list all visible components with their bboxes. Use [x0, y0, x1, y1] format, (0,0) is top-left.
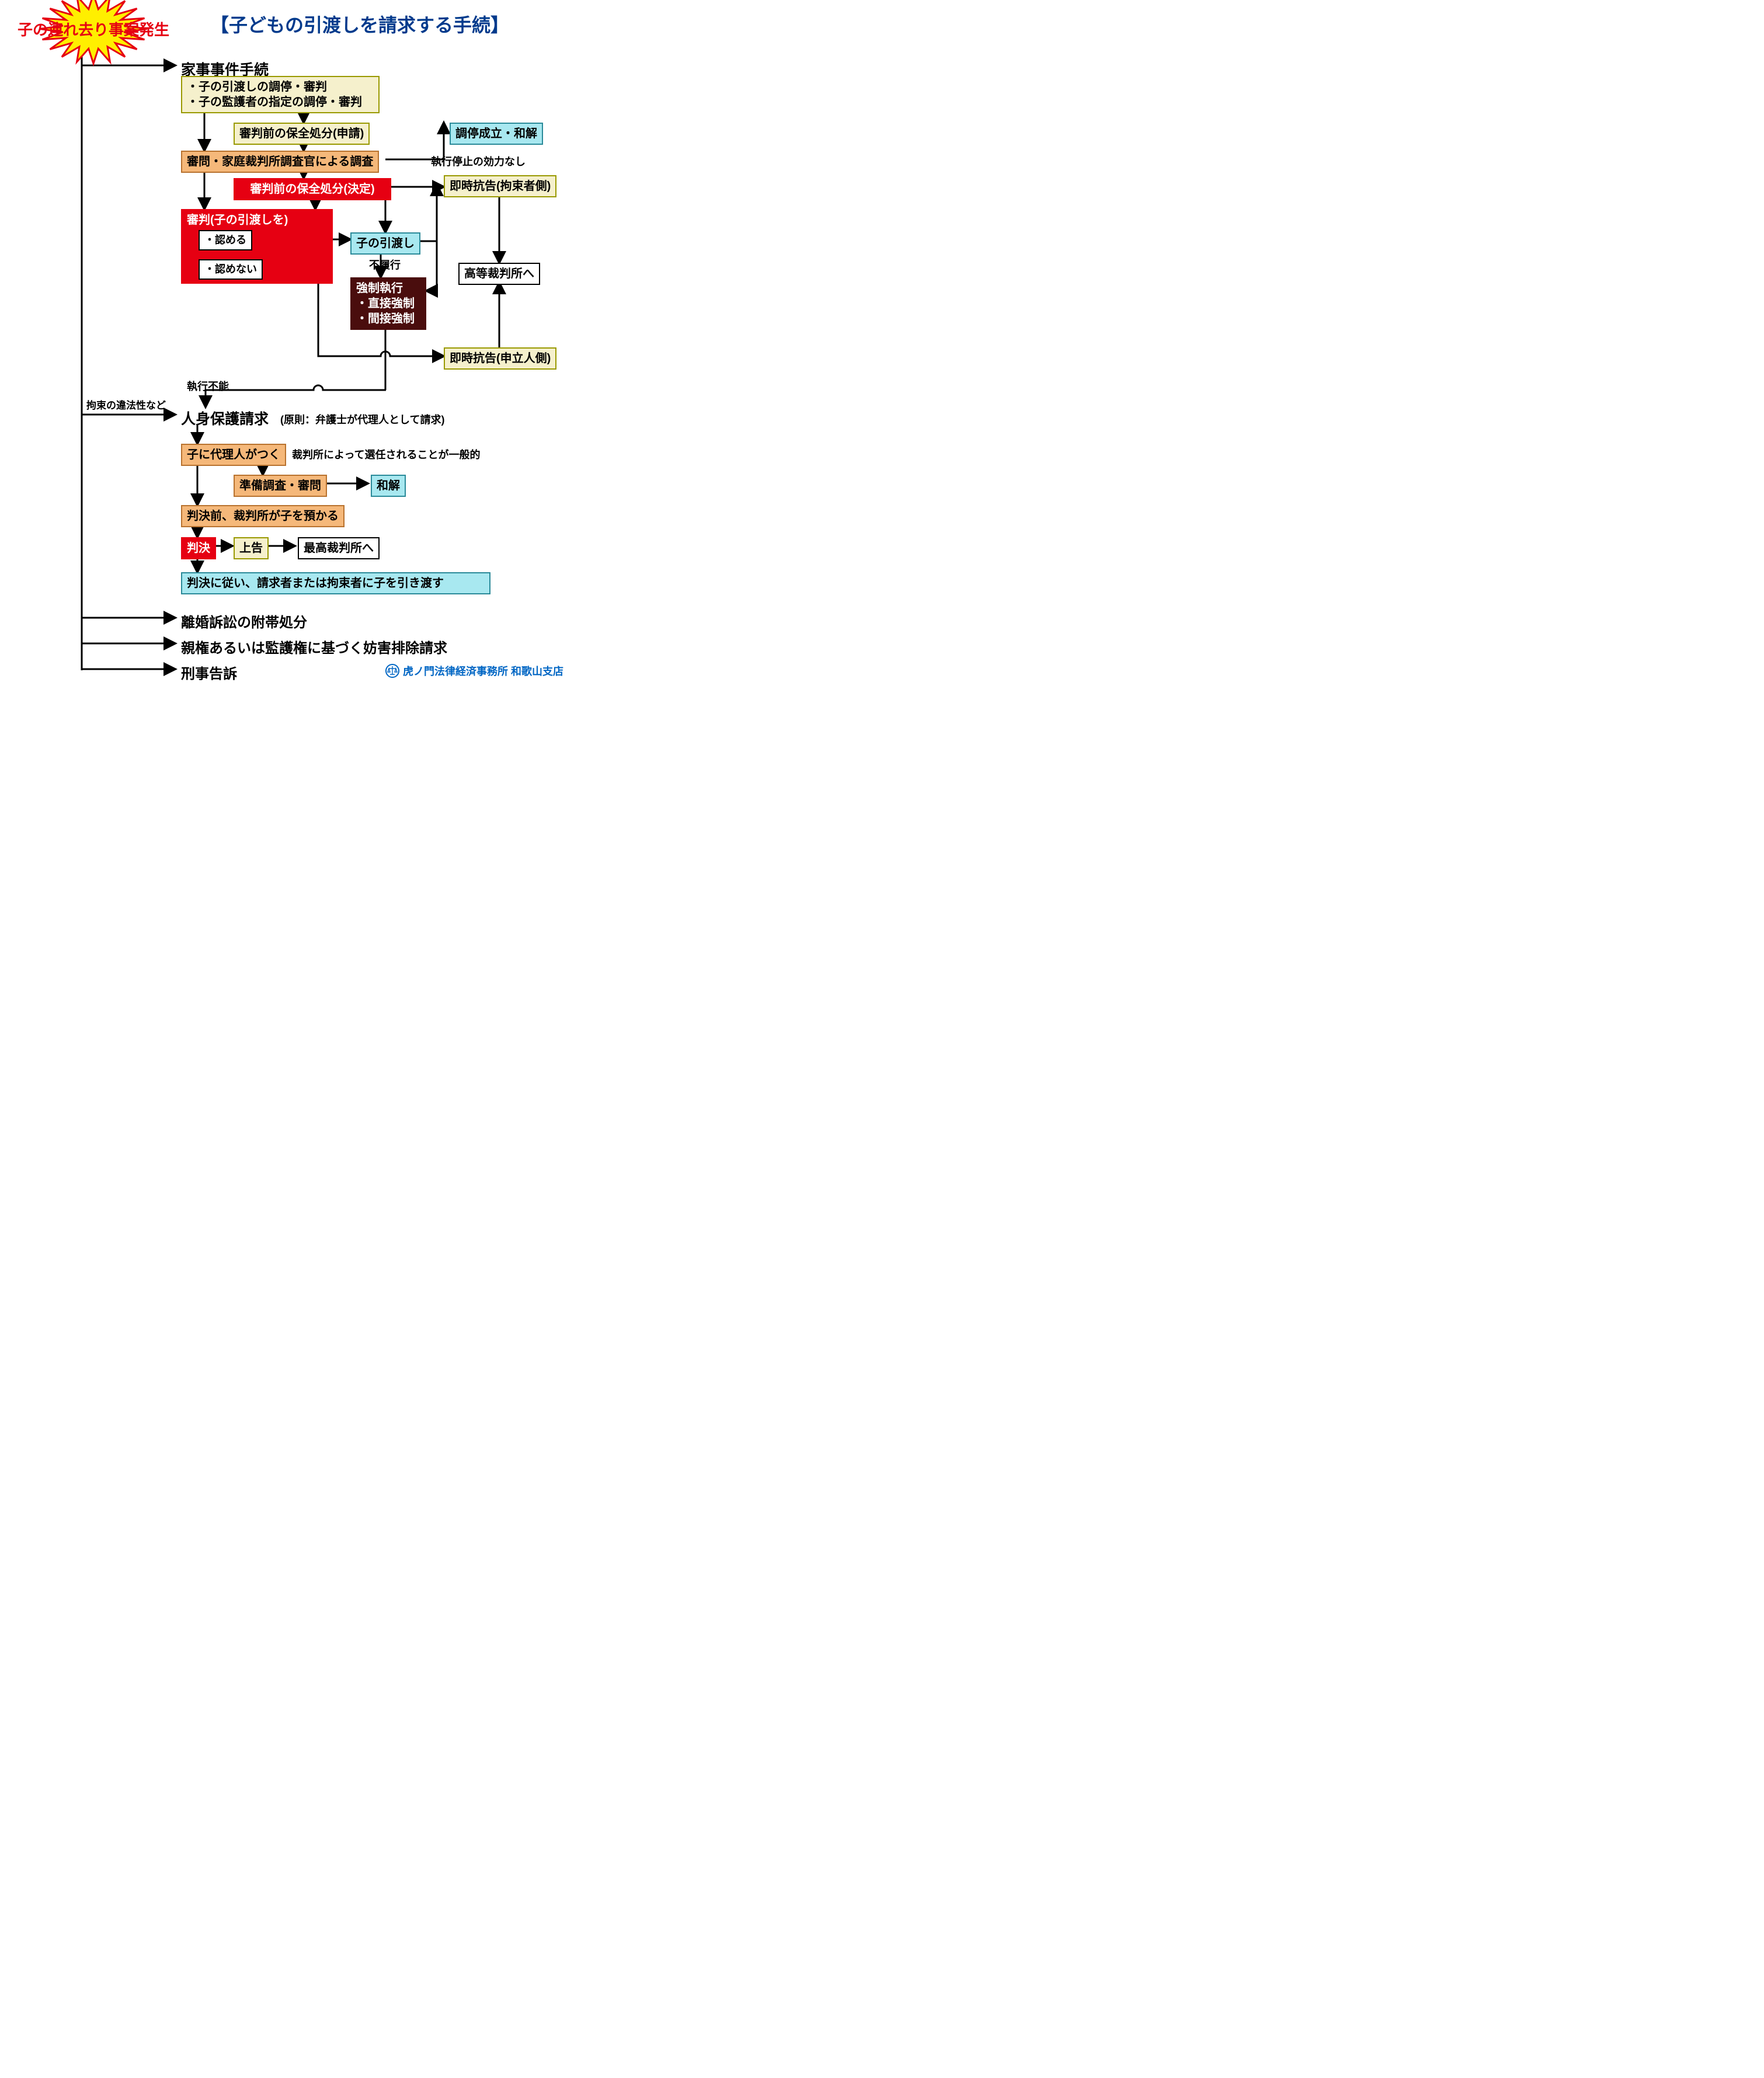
node-n_hikiwatashi: 子の引渡し [350, 232, 420, 255]
node-n_hozensyobun_kettei: 審判前の保全処分(決定) [234, 178, 391, 200]
node-n_rikon: 離婚訴訟の附帯処分 [181, 611, 307, 631]
node-n_hanketsu_shitagau: 判決に従い、請求者または拘束者に子を引き渡す [181, 572, 490, 594]
node-n_kousoku_ihou: 拘束の違法性など [86, 397, 166, 412]
node-n_hanketsumae: 判決前、裁判所が子を預かる [181, 505, 345, 527]
node-n_junbi: 準備調査・審問 [234, 475, 327, 497]
node-n_hozensyobun_shinsei: 審判前の保全処分(申請) [234, 123, 370, 145]
node-n_sokujikoukoku_kousoku: 即時抗告(拘束者側) [444, 175, 556, 197]
footer-text: 虎ノ門法律経済事務所 和歌山支店 [403, 663, 563, 678]
node-n_wakai: 和解 [371, 475, 406, 497]
node-n_joukoku: 上告 [234, 537, 269, 559]
footer-credit: 虎ノ門法律経済事務所 和歌山支店 [385, 663, 563, 678]
node-n_keiji: 刑事告訴 [181, 662, 237, 683]
node-n_dairinin_sub: 裁判所によって選任されることが一般的 [292, 447, 481, 462]
node-n_shinken: 親権あるいは監護権に基づく妨害排除請求 [181, 636, 447, 657]
node-n_kyosei: 強制執行 ・直接強制 ・間接強制 [350, 277, 426, 330]
node-n_hanketsu: 判決 [181, 537, 216, 559]
node-n_furiko: 不履行 [369, 257, 401, 272]
node-n_jinshin_head: 人身保護請求 [181, 408, 269, 429]
node-n_shikkou_teishi: 執行停止の効力なし [431, 154, 526, 169]
node-n_dairinin: 子に代理人がつく [181, 444, 286, 466]
scale-icon [385, 664, 399, 678]
node-n_sokujikoukoku_moushi: 即時抗告(申立人側) [444, 347, 556, 370]
node-n_shikkou_funou: 執行不能 [187, 378, 229, 394]
starburst-callout: 子の連れ去り事案発生 [3, 1, 184, 57]
node-n_mitomeru: ・認める [199, 230, 252, 250]
edge [206, 385, 386, 407]
node-n_mitomenai: ・認めない [199, 259, 263, 280]
diagram-canvas: 子の連れ去り事案発生【子どもの引渡しを請求する手続】家事事件手続・子の引渡しの調… [0, 0, 584, 689]
node-n_kaji_box: ・子の引渡しの調停・審判・子の監護者の指定の調停・審判 [181, 76, 380, 113]
node-n_shinmon: 審問・家庭裁判所調査官による調査 [181, 151, 379, 173]
node-n_jinshin_sub: (原則：弁護士が代理人として請求) [280, 412, 444, 427]
node-n_koutou: 高等裁判所へ [458, 263, 540, 285]
main-title: 【子どもの引渡しを請求する手続】 [210, 11, 509, 37]
node-n_saikou: 最高裁判所へ [298, 537, 380, 559]
node-n_chotei_seiritsu: 調停成立・和解 [450, 123, 543, 145]
starburst-text: 子の連れ去り事案発生 [3, 1, 184, 57]
